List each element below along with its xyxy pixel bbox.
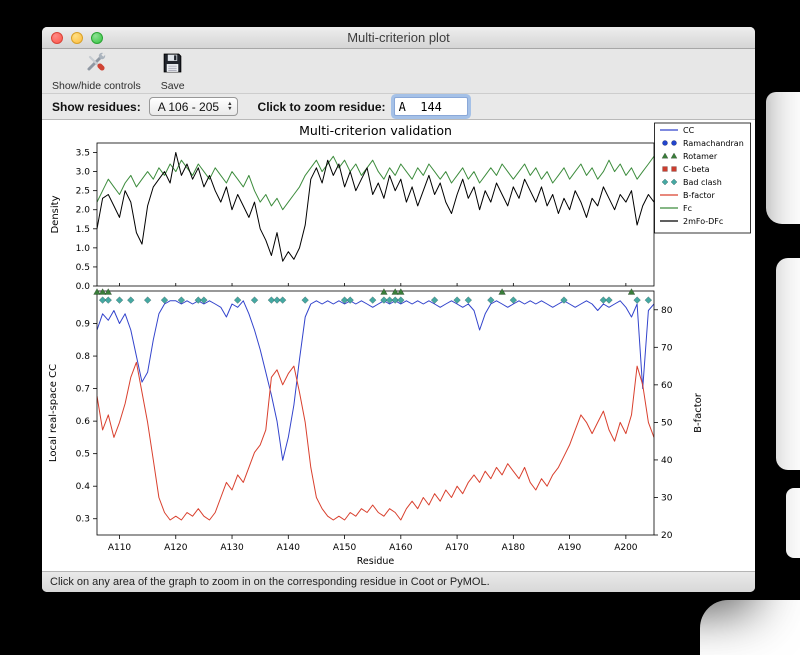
svg-text:40: 40	[661, 456, 673, 466]
show-residues-select[interactable]: A 106 - 205 ▲ ▼	[148, 97, 238, 116]
markers-rotamer	[93, 288, 636, 295]
svg-text:0.3: 0.3	[76, 515, 90, 525]
svg-text:30: 30	[661, 493, 673, 503]
svg-text:2mFo-DFc: 2mFo-DFc	[683, 217, 723, 226]
controls-bar: Show residues: A 106 - 205 ▲ ▼ Click to z…	[42, 93, 755, 120]
show-hide-controls-label: Show/hide controls	[52, 80, 141, 92]
close-button[interactable]	[51, 32, 63, 44]
svg-text:Bad clash: Bad clash	[683, 178, 722, 187]
svg-text:2.5: 2.5	[76, 187, 90, 197]
svg-text:0.8: 0.8	[76, 352, 91, 362]
svg-text:0.5: 0.5	[76, 450, 90, 460]
svg-text:B-factor: B-factor	[683, 191, 716, 200]
top-plot-series	[97, 152, 654, 262]
svg-text:2.0: 2.0	[76, 206, 91, 216]
svg-text:Local real-space CC: Local real-space CC	[48, 364, 59, 462]
svg-text:3.5: 3.5	[76, 149, 90, 159]
axes: 0.0 0.5 1.0 1.5 2.0 2.5 3.0 3.5 0.3 0.4 0.5 0.6 0.7 0…	[48, 149, 704, 567]
svg-text:A150: A150	[333, 543, 357, 553]
svg-text:A170: A170	[445, 543, 469, 553]
svg-text:C-beta: C-beta	[683, 165, 710, 174]
traffic-lights	[51, 32, 103, 44]
svg-text:A140: A140	[277, 543, 301, 553]
svg-text:B-factor: B-factor	[693, 392, 704, 433]
svg-text:0.0: 0.0	[76, 282, 91, 292]
save-label: Save	[160, 80, 185, 92]
svg-text:20: 20	[661, 531, 673, 541]
svg-text:70: 70	[661, 343, 673, 353]
svg-text:Ramachandran: Ramachandran	[683, 139, 744, 148]
zoom-residue-label: Click to zoom residue:	[257, 99, 386, 114]
bottom-plot-series	[97, 300, 654, 521]
desktop-artifact	[776, 258, 800, 470]
svg-text:3.0: 3.0	[76, 168, 91, 178]
show-hide-controls-button[interactable]: Show/hide controls	[52, 52, 141, 92]
svg-text:Rotamer: Rotamer	[683, 152, 718, 161]
status-text: Click on any area of the graph to zoom i…	[50, 576, 490, 588]
toolbar: Show/hide controls Save	[42, 49, 755, 93]
svg-text:80: 80	[661, 306, 673, 316]
series-B-factor	[97, 361, 654, 521]
svg-text:A190: A190	[558, 543, 582, 553]
markers-bad-clash	[98, 296, 653, 304]
svg-text:A120: A120	[164, 543, 188, 553]
svg-text:60: 60	[661, 381, 673, 391]
svg-text:0.7: 0.7	[76, 385, 90, 395]
svg-text:Density: Density	[50, 195, 61, 233]
svg-text:A180: A180	[502, 543, 526, 553]
series-2mFo-DFc	[97, 152, 654, 262]
zoom-residue-input[interactable]	[393, 97, 468, 116]
plot-legend: CC Ramachandran Rotamer C-beta Bad clash B-fa…	[654, 122, 751, 234]
series-CC	[97, 300, 654, 461]
svg-text:CC: CC	[683, 126, 695, 135]
tools-icon	[83, 52, 109, 79]
plot-frame	[96, 142, 655, 287]
svg-text:A160: A160	[389, 543, 413, 553]
svg-text:0.4: 0.4	[76, 482, 91, 492]
desktop-artifact	[700, 600, 800, 655]
chart-title: Multi-criterion validation	[299, 123, 452, 138]
svg-text:A130: A130	[220, 543, 244, 553]
svg-text:Residue: Residue	[357, 556, 395, 567]
status-bar: Click on any area of the graph to zoom i…	[42, 571, 755, 592]
svg-text:0.9: 0.9	[76, 320, 91, 330]
zoom-window-button[interactable]	[91, 32, 103, 44]
svg-text:50: 50	[661, 418, 673, 428]
show-residues-label: Show residues:	[52, 99, 141, 114]
window-title: Multi-criterion plot	[347, 30, 450, 45]
plot-frame	[96, 290, 655, 536]
window-titlebar[interactable]: Multi-criterion plot	[42, 27, 755, 49]
desktop-artifact	[786, 488, 800, 558]
save-button[interactable]: Save	[161, 52, 185, 92]
save-icon	[162, 52, 183, 79]
svg-text:0.6: 0.6	[76, 417, 91, 427]
svg-text:A200: A200	[614, 543, 638, 553]
show-residues-value: A 106 - 205	[157, 99, 220, 114]
series-Fc	[97, 155, 654, 211]
svg-text:A110: A110	[108, 543, 132, 553]
svg-text:1.5: 1.5	[76, 225, 90, 235]
svg-text:1.0: 1.0	[76, 244, 91, 254]
plot-figure: Multi-criterion validation 0.0 0.5 1.0 1.5 2.…	[42, 120, 755, 571]
plot-canvas[interactable]: Multi-criterion validation 0.0 0.5 1.0 1.5 2.…	[42, 120, 755, 571]
minimize-button[interactable]	[71, 32, 83, 44]
svg-text:0.5: 0.5	[76, 263, 90, 273]
popup-stepper-icon: ▲ ▼	[227, 101, 233, 112]
multi-criterion-plot-window: Multi-criterion plot Show/hide controls	[42, 27, 755, 592]
desktop-artifact	[766, 92, 800, 224]
svg-text:Fc: Fc	[683, 204, 692, 213]
